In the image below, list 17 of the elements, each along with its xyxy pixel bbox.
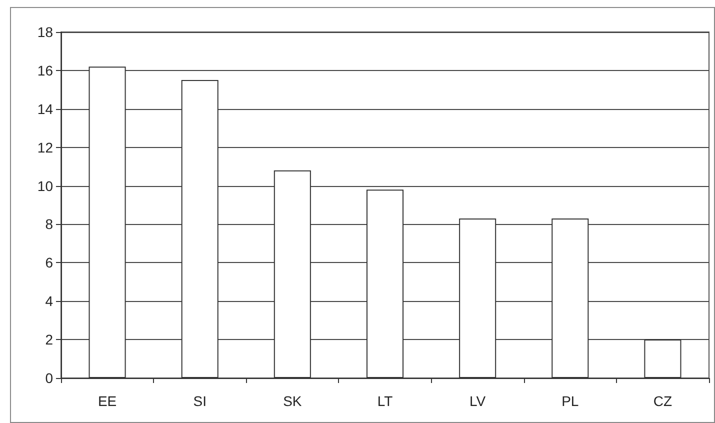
- y-tick-label: 12: [37, 139, 54, 156]
- x-tick-label: LT: [377, 393, 394, 409]
- x-tick-label: LV: [470, 393, 486, 409]
- x-tick-label: CZ: [653, 393, 672, 409]
- y-tick-label: 6: [45, 254, 54, 271]
- y-tick-label: 10: [37, 178, 54, 194]
- y-tick-label: 14: [37, 100, 54, 117]
- y-tick-label: 18: [37, 24, 54, 40]
- x-tick-label: SI: [193, 393, 206, 409]
- x-tick-label: SK: [283, 393, 302, 409]
- x-tick-label: EE: [98, 393, 117, 409]
- y-tick-label: 16: [37, 62, 54, 78]
- y-tick-label: 4: [45, 293, 54, 310]
- x-tick-label: PL: [562, 393, 579, 409]
- y-tick-label: 2: [45, 332, 54, 348]
- y-tick-label: 8: [45, 216, 54, 232]
- y-tick-label: 0: [45, 370, 54, 386]
